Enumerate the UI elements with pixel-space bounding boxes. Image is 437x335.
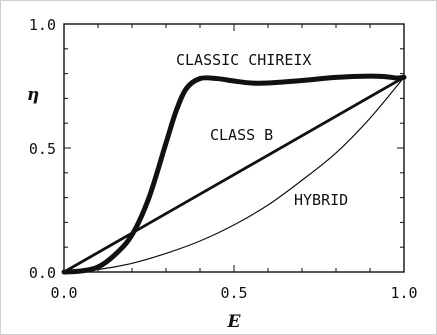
y-tick-1-0: 1.0 bbox=[29, 16, 56, 34]
hybrid-curve bbox=[63, 76, 405, 273]
series-layer bbox=[61, 73, 407, 275]
class-b-label: CLASS B bbox=[210, 126, 273, 144]
x-tick-1-0: 1.0 bbox=[390, 284, 417, 302]
y-tick-0-5: 0.5 bbox=[29, 140, 56, 158]
x-tick-0-5: 0.5 bbox=[220, 284, 247, 302]
class-b-line bbox=[62, 75, 406, 274]
y-axis-label: η bbox=[27, 85, 39, 105]
hybrid-label: HYBRID bbox=[294, 191, 348, 209]
x-axis-label: E bbox=[227, 312, 242, 332]
y-tick-0-0: 0.0 bbox=[29, 264, 56, 282]
classic-chireix-label: CLASSIC CHIREIX bbox=[176, 51, 311, 69]
classic-chireix-curve bbox=[61, 73, 407, 275]
x-tick-0-0: 0.0 bbox=[50, 284, 77, 302]
axis-ticks bbox=[63, 23, 405, 273]
